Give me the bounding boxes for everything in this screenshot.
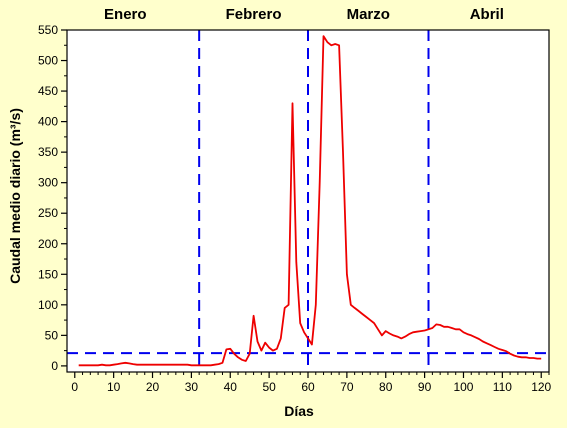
plot-frame: [66, 29, 550, 373]
x-tick-label: 90: [418, 380, 432, 394]
x-tick-label: 40: [224, 380, 238, 394]
x-tick-label: 30: [185, 380, 199, 394]
month-label: Enero: [104, 6, 147, 23]
x-tick-label: 20: [146, 380, 160, 394]
x-tick-label: 50: [262, 380, 276, 394]
x-tick-label: 100: [453, 380, 473, 394]
x-tick-label: 60: [301, 380, 315, 394]
month-label: Abril: [470, 6, 504, 23]
x-tick-label: 0: [71, 380, 78, 394]
flow-series-line: [78, 35, 542, 367]
y-tick-label: 150: [38, 267, 58, 281]
x-axis-title: Días: [284, 403, 314, 419]
y-tick-label: 300: [38, 176, 58, 190]
y-tick-label: 200: [38, 237, 58, 251]
y-tick-label: 550: [38, 23, 58, 37]
x-tick-label: 120: [531, 380, 551, 394]
x-tick-label: 70: [340, 380, 354, 394]
y-tick-label: 250: [38, 206, 58, 220]
y-tick-label: 500: [38, 54, 58, 68]
y-tick-label: 350: [38, 145, 58, 159]
month-label: Marzo: [347, 6, 390, 23]
y-tick-label: 400: [38, 115, 58, 129]
y-tick-label: 0: [51, 359, 58, 373]
x-tick-label: 10: [107, 380, 121, 394]
y-tick-label: 100: [38, 298, 58, 312]
month-label: Febrero: [226, 6, 282, 23]
x-tick-label: 80: [379, 380, 393, 394]
y-tick-label: 50: [45, 328, 59, 342]
x-tick-label: 110: [493, 380, 512, 394]
y-axis-title: Caudal medio diario (m³/s): [7, 108, 23, 284]
y-tick-label: 450: [38, 84, 58, 98]
